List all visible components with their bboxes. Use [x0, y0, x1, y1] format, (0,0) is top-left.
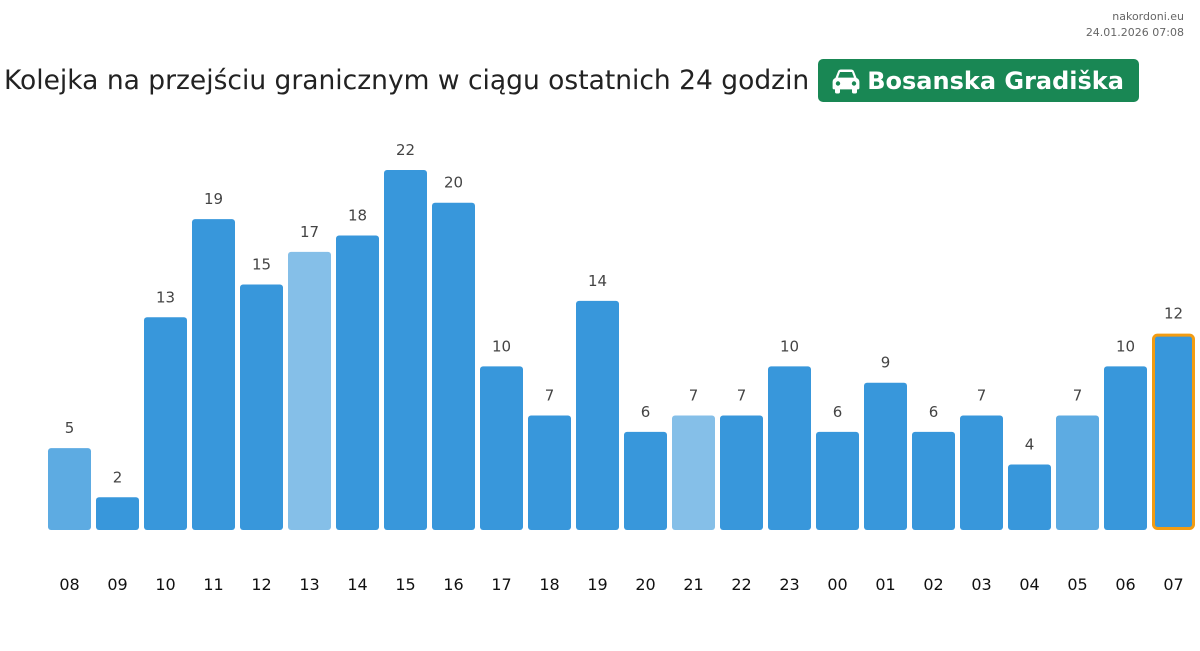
value-label: 7 — [689, 386, 699, 404]
value-label: 7 — [737, 386, 747, 404]
x-tick-label: 19 — [587, 575, 607, 594]
value-label: 7 — [977, 386, 987, 404]
value-label: 13 — [156, 288, 175, 306]
value-label: 22 — [396, 141, 415, 159]
value-label: 20 — [444, 174, 463, 192]
source-timestamp: 24.01.2026 07:08 — [1085, 26, 1184, 39]
bar-01 — [864, 382, 907, 530]
header: Kolejka na przejściu granicznym w ciągu … — [4, 59, 1139, 102]
x-tick-label: 08 — [59, 575, 79, 594]
x-tick-label: 09 — [107, 575, 127, 594]
x-tick-label: 01 — [875, 575, 895, 594]
x-tick-label: 04 — [1019, 575, 1039, 594]
x-tick-label: 07 — [1163, 575, 1183, 594]
bar-09 — [96, 497, 139, 530]
bar-22 — [720, 415, 763, 530]
value-label: 7 — [545, 386, 555, 404]
bar-18 — [528, 415, 571, 530]
bar-23 — [768, 366, 811, 530]
x-tick-label: 12 — [251, 575, 271, 594]
bar-12 — [240, 284, 283, 530]
source-info: nakordoni.eu 24.01.2026 07:08 — [1086, 9, 1184, 41]
bar-11 — [192, 219, 235, 530]
bar-05 — [1056, 415, 1099, 530]
value-label: 17 — [300, 223, 319, 241]
x-tick-label: 14 — [347, 575, 367, 594]
bar-16 — [432, 202, 475, 530]
crossing-badge: Bosanska Gradiška — [818, 59, 1139, 102]
crossing-name: Bosanska Gradiška — [867, 66, 1124, 95]
value-label: 14 — [588, 272, 607, 290]
value-label: 19 — [204, 190, 223, 208]
bar-03 — [960, 415, 1003, 530]
x-tick-label: 00 — [827, 575, 847, 594]
x-tick-label: 11 — [203, 575, 223, 594]
value-label: 5 — [65, 419, 75, 437]
x-tick-label: 17 — [491, 575, 511, 594]
x-tick-label: 21 — [683, 575, 703, 594]
value-label: 12 — [1164, 305, 1183, 323]
bar-14 — [336, 235, 379, 531]
value-label: 9 — [881, 354, 891, 372]
x-tick-label: 18 — [539, 575, 559, 594]
car-icon — [832, 69, 860, 93]
x-tick-label: 02 — [923, 575, 943, 594]
bar-15 — [384, 170, 427, 530]
bar-21 — [672, 415, 715, 530]
value-label: 4 — [1025, 436, 1035, 454]
bar-13 — [288, 251, 331, 530]
value-label: 6 — [833, 403, 843, 421]
bar-04 — [1008, 464, 1051, 530]
value-label: 15 — [252, 256, 271, 274]
x-tick-label: 22 — [731, 575, 751, 594]
value-label: 6 — [641, 403, 651, 421]
page-title: Kolejka na przejściu granicznym w ciągu … — [4, 65, 810, 96]
bar-00 — [816, 431, 859, 530]
bar-10 — [144, 317, 187, 530]
bar-08 — [48, 448, 91, 530]
x-tick-label: 05 — [1067, 575, 1087, 594]
value-label: 18 — [348, 206, 367, 224]
source-site: nakordoni.eu — [1112, 10, 1184, 23]
value-label: 6 — [929, 403, 939, 421]
bar-02 — [912, 431, 955, 530]
value-label: 10 — [1116, 337, 1135, 355]
value-label: 2 — [113, 468, 123, 486]
x-tick-label: 16 — [443, 575, 463, 594]
x-tick-label: 10 — [155, 575, 175, 594]
value-label: 10 — [780, 337, 799, 355]
x-tick-label: 06 — [1115, 575, 1135, 594]
x-tick-label: 15 — [395, 575, 415, 594]
bar-17 — [480, 366, 523, 530]
x-tick-label: 23 — [779, 575, 799, 594]
bar-20 — [624, 431, 667, 530]
x-tick-label: 03 — [971, 575, 991, 594]
bar-06 — [1104, 366, 1147, 530]
bar-19 — [576, 300, 619, 530]
value-label: 10 — [492, 337, 511, 355]
x-tick-label: 20 — [635, 575, 655, 594]
bar-07-current — [1152, 333, 1195, 530]
value-label: 7 — [1073, 386, 1083, 404]
x-tick-label: 13 — [299, 575, 319, 594]
